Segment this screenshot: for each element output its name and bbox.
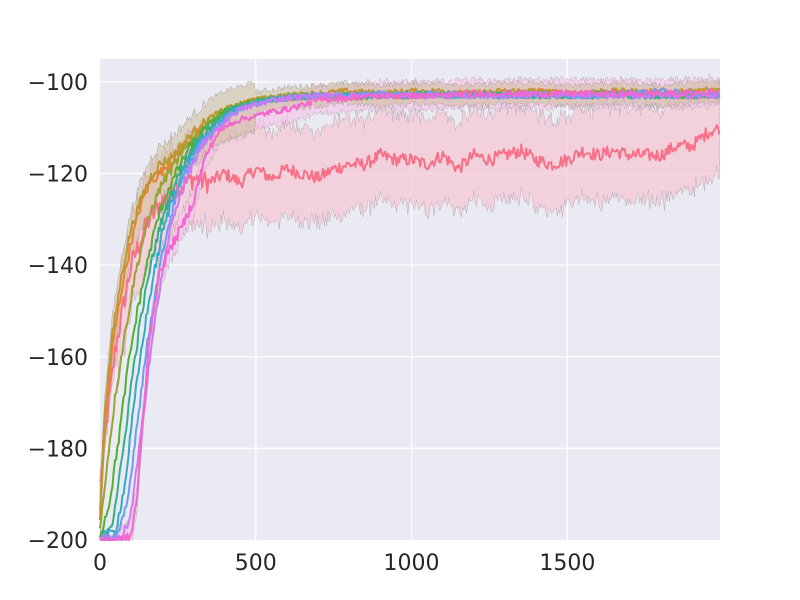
y-tick-label: −180	[28, 437, 88, 462]
series-line	[99, 124, 721, 482]
x-tick-label: 1000	[384, 551, 440, 576]
y-tick-label: −200	[28, 529, 88, 554]
y-axis: −200 −180 −160 −140 −120 −100	[28, 71, 88, 554]
series-line	[99, 88, 720, 541]
x-axis: 0 500 1000 1500	[93, 551, 595, 576]
series-line	[99, 86, 721, 512]
x-tick-label: 1500	[539, 551, 595, 576]
series-band	[99, 77, 720, 497]
y-tick-label: −140	[28, 254, 88, 279]
x-tick-label: 500	[235, 551, 277, 576]
series-lines	[99, 86, 721, 541]
y-tick-label: −160	[28, 346, 88, 371]
series-band	[99, 73, 720, 541]
confidence-bands	[99, 73, 720, 541]
y-tick-label: −100	[28, 71, 88, 96]
x-tick-label: 0	[93, 551, 107, 576]
y-tick-label: −120	[28, 163, 88, 188]
